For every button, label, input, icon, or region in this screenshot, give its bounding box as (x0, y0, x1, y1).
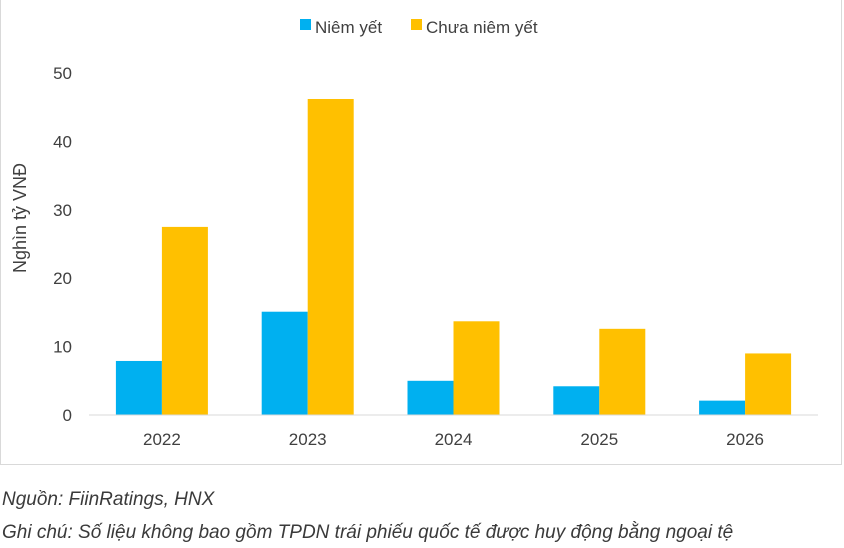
bar-chua-niem-yet-2022 (161, 226, 208, 415)
x-tick-label: 2026 (726, 430, 764, 449)
y-tick-label: 20 (53, 269, 72, 288)
bar-niem-yet-2023 (261, 311, 308, 415)
x-tick-label: 2025 (580, 430, 618, 449)
y-tick-label: 40 (53, 132, 72, 151)
legend: Niêm yết Chưa niêm yết (300, 18, 538, 37)
footnote: Ghi chú: Số liệu không bao gồm TPDN trái… (2, 522, 734, 543)
bar-chua-niem-yet-2023 (307, 98, 354, 415)
bar-chua-niem-yet-2025 (599, 328, 646, 415)
legend-swatch-chua-niem-yet (411, 19, 422, 30)
bar-chart: Niêm yết Chưa niêm yết Nghìn tỷ VNĐ 0 10 2… (10, 18, 818, 449)
y-tick-label: 50 (53, 64, 72, 83)
y-tick-label: 0 (63, 406, 72, 425)
x-tick-label: 2024 (435, 430, 473, 449)
legend-label-chua-niem-yet: Chưa niêm yết (426, 18, 538, 37)
source-note: Nguồn: FiinRatings, HNX (2, 489, 215, 510)
y-tick-label: 10 (53, 338, 72, 357)
y-axis-label: Nghìn tỷ VNĐ (10, 163, 30, 273)
x-tick-label: 2023 (289, 430, 327, 449)
bar-chua-niem-yet-2026 (745, 353, 792, 415)
bar-niem-yet-2022 (115, 360, 162, 415)
bars (115, 98, 792, 415)
y-tick-label: 30 (53, 201, 72, 220)
bar-niem-yet-2026 (699, 400, 746, 415)
x-axis-ticks: 2022 2023 2024 2025 2026 (143, 430, 764, 449)
bar-niem-yet-2024 (407, 380, 454, 415)
legend-swatch-niem-yet (300, 19, 311, 30)
bar-niem-yet-2025 (553, 386, 600, 415)
y-axis-ticks: 0 10 20 30 40 50 (53, 64, 72, 425)
bar-chua-niem-yet-2024 (453, 321, 500, 415)
x-tick-label: 2022 (143, 430, 181, 449)
legend-label-niem-yet: Niêm yết (315, 18, 382, 37)
